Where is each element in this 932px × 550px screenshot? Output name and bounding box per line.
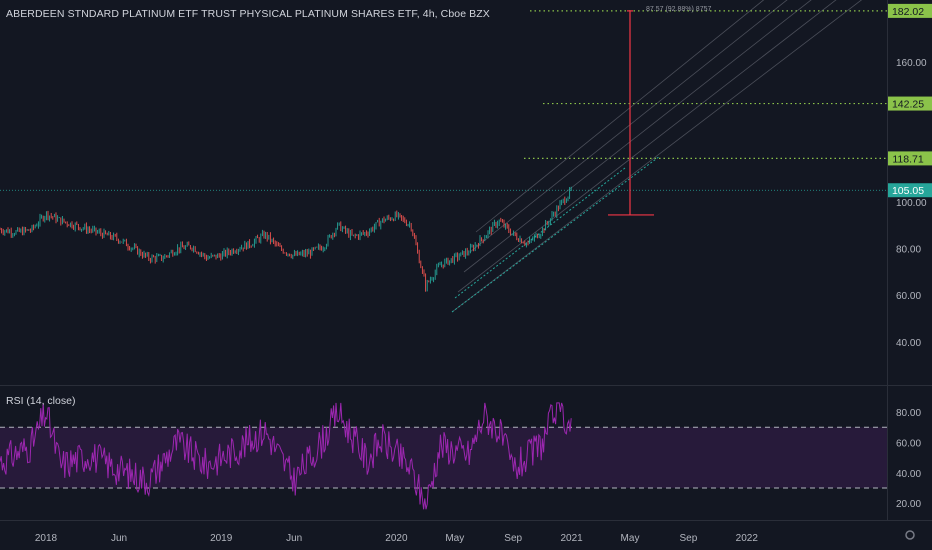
rsi-line [0, 402, 572, 510]
regression-channel [451, 0, 863, 313]
rsi-tick-label: 20.00 [896, 499, 921, 510]
price-tick-label: 40.00 [896, 338, 921, 349]
rsi-label: RSI (14, close) [6, 395, 76, 407]
price-tick-label: 100.00 [896, 198, 927, 209]
channel-lower-dotted [451, 155, 661, 313]
channel-line [475, 0, 765, 233]
price-level-label: 118.71 [892, 153, 923, 165]
rsi-tick-label: 80.00 [896, 408, 921, 419]
price-tick-label: 80.00 [896, 245, 921, 256]
rsi-tick-label: 40.00 [896, 469, 921, 480]
price-tick-label: 160.00 [896, 58, 927, 69]
price-level-label: 182.02 [892, 6, 924, 18]
price-level-box [888, 96, 932, 111]
channel-line [469, 0, 788, 253]
time-tick-label: May [621, 533, 640, 544]
time-tick-label: Jun [111, 533, 127, 544]
channel-line [451, 0, 863, 313]
price-level-box [888, 151, 932, 166]
time-tick-label: Jun [286, 533, 302, 544]
price-level-label: 142.25 [892, 99, 924, 111]
gear-icon-ring [905, 530, 915, 540]
time-tick-label: 2019 [210, 533, 233, 544]
time-tick-label: 2022 [736, 533, 759, 544]
time-tick-label: May [445, 533, 464, 544]
time-tick-label: 2021 [560, 533, 583, 544]
channel-line [463, 0, 812, 273]
time-tick-label: Sep [504, 533, 522, 544]
price-tick-label: 60.00 [896, 291, 921, 302]
price-level-label: 105.05 [892, 185, 924, 197]
measure-label: 87.57 (92.88%) 8757 [646, 6, 712, 13]
rsi-tick-label: 60.00 [896, 438, 921, 449]
chart-title: ABERDEEN STNDARD PLATINUM ETF TRUST PHYS… [6, 8, 490, 20]
time-tick-label: 2020 [385, 533, 408, 544]
time-tick-label: 2018 [35, 533, 58, 544]
price-level-box [888, 3, 932, 18]
time-tick-label: Sep [680, 533, 698, 544]
settings-gear-icon[interactable] [905, 530, 915, 540]
price-level-box [888, 183, 932, 198]
